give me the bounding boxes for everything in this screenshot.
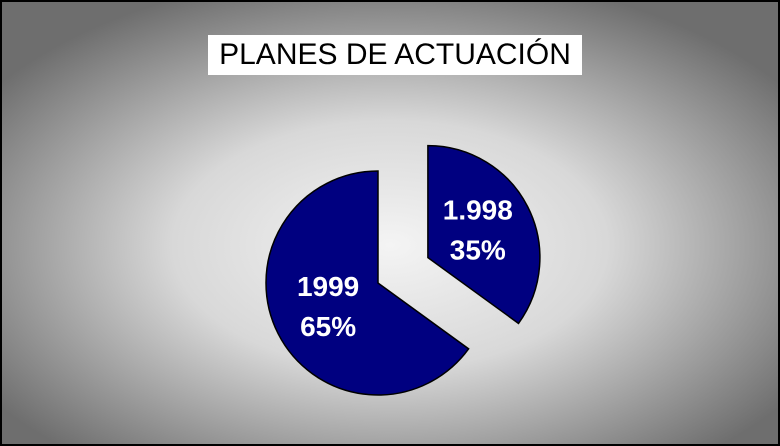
chart-title: PLANES DE ACTUACIÓN xyxy=(219,38,571,71)
pie-slice xyxy=(427,144,541,325)
slice-value-label: 65% xyxy=(300,311,356,342)
slice-category-label: 1999 xyxy=(297,271,359,302)
slice-category-label: 1.998 xyxy=(443,195,513,226)
pie-slice xyxy=(265,170,470,396)
slice-value-label: 35% xyxy=(450,235,506,266)
title-box xyxy=(208,35,582,75)
